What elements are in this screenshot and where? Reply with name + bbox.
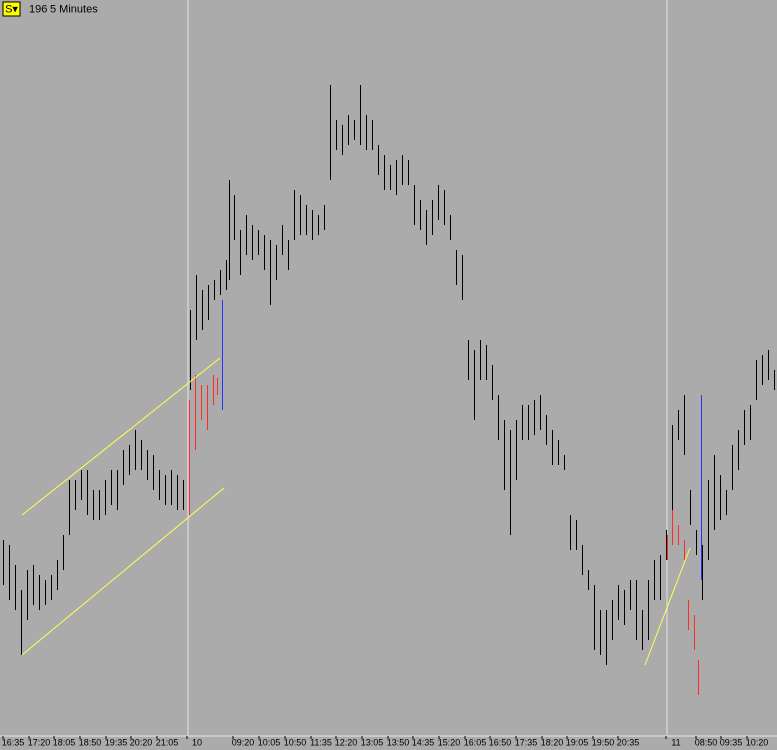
trend-line	[21, 487, 225, 656]
symbol-button-label[interactable]: S▾	[5, 3, 18, 15]
x-tick-label: 10:20	[746, 737, 769, 747]
x-tick-label: 16:50	[489, 737, 512, 747]
x-tick-label: 18:50	[79, 737, 102, 747]
x-tick-label: 08:50	[695, 737, 718, 747]
x-tick-label: 10:05	[258, 737, 281, 747]
x-tick-label: 13:50	[387, 737, 410, 747]
x-tick-label: 21:05	[156, 737, 179, 747]
x-tick-label: 11	[671, 737, 680, 747]
trend-line	[21, 357, 221, 516]
x-tick-label: 19:05	[566, 737, 589, 747]
x-tick-label: 16:05	[464, 737, 487, 747]
x-tick-label: 13:05	[361, 737, 384, 747]
x-tick-label: 10:50	[284, 737, 307, 747]
x-tick-label: 11:35	[310, 737, 332, 747]
x-tick-label: 18:20	[541, 737, 564, 747]
bar-count: 196	[29, 3, 47, 15]
x-tick-label: 09:20	[232, 737, 255, 747]
x-tick-label: 15:20	[438, 737, 461, 747]
x-tick-label: 19:50	[592, 737, 615, 747]
symbol-button[interactable]	[2, 1, 21, 17]
x-tick-label: 19:35	[105, 737, 128, 747]
x-tick-label: 14:35	[412, 737, 435, 747]
x-tick-label: 09:35	[720, 737, 743, 747]
x-tick-label: 20:35	[617, 737, 640, 747]
x-tick-label: 12:20	[335, 737, 358, 747]
x-tick-label: 20:20	[130, 737, 153, 747]
plot-area	[3, 0, 775, 735]
x-tick-label: 18:05	[53, 737, 76, 747]
x-tick-label: 17:35	[515, 737, 538, 747]
x-tick-label: 17:20	[28, 737, 51, 747]
x-tick-label: 10	[192, 737, 202, 747]
interval: 5 Minutes	[50, 3, 98, 15]
x-tick-label: 16:35	[2, 737, 25, 747]
trend-line	[644, 547, 691, 666]
